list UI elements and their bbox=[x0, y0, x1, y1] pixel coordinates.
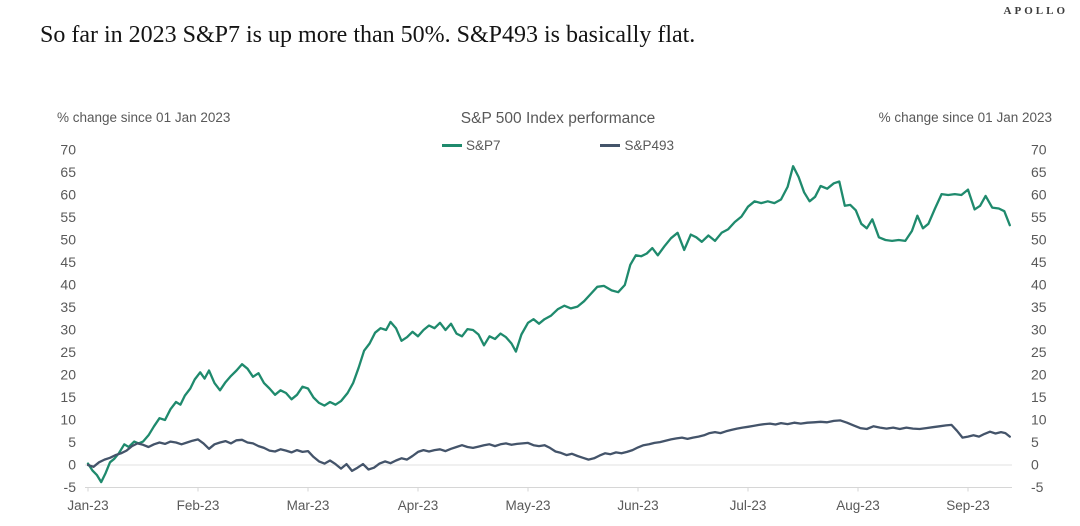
y-axis-tick-label-left: 45 bbox=[60, 254, 76, 270]
chart-headline: So far in 2023 S&P7 is up more than 50%.… bbox=[40, 22, 696, 48]
y-axis-tick-label-right: 35 bbox=[1031, 299, 1047, 315]
y-axis-tick-label-left: 55 bbox=[60, 209, 76, 225]
y-axis-tick-label-left: -5 bbox=[64, 479, 77, 495]
y-axis-tick-label-right: 15 bbox=[1031, 389, 1047, 405]
y-axis-tick-label-left: 5 bbox=[68, 434, 76, 450]
sp7-line-swatch-icon bbox=[441, 144, 462, 147]
y-axis-tick-label-right: 25 bbox=[1031, 344, 1047, 360]
legend-item-sp7[interactable]: S&P7 bbox=[441, 138, 501, 153]
y-axis-tick-label-left: 50 bbox=[60, 232, 76, 248]
y-axis-tick-label-right: 50 bbox=[1031, 232, 1047, 248]
y-axis-tick-label-right: 70 bbox=[1031, 142, 1047, 158]
y-axis-tick-label-left: 40 bbox=[60, 277, 76, 293]
series-line-sp7[interactable] bbox=[86, 165, 1011, 484]
y-axis-tick-label-right: 60 bbox=[1031, 187, 1047, 203]
series-line-sp493[interactable] bbox=[86, 419, 1011, 473]
legend-label-sp7: S&P7 bbox=[465, 138, 501, 153]
y-axis-tick-label-left: 10 bbox=[60, 412, 76, 428]
x-axis-month-label: May-23 bbox=[505, 498, 550, 513]
y-axis-tick-label-right: 45 bbox=[1031, 254, 1047, 270]
y-axis-tick-label-right: 0 bbox=[1031, 457, 1039, 473]
x-axis-month-label: Jan-23 bbox=[67, 498, 108, 513]
y-axis-tick-label-left: 35 bbox=[60, 299, 76, 315]
y-axis-tick-label-right: 65 bbox=[1031, 164, 1047, 180]
y-axis-tick-label-left: 20 bbox=[60, 367, 76, 383]
legend-label-sp493: S&P493 bbox=[624, 138, 675, 153]
y-axis-tick-label-left: 70 bbox=[60, 142, 76, 158]
x-axis-month-label: Jul-23 bbox=[730, 498, 767, 513]
chart-header: S&P 500 Index performance S&P7 S&P493 bbox=[338, 110, 778, 153]
y-axis-tick-label-left: 25 bbox=[60, 344, 76, 360]
y-axis-tick-label-right: 40 bbox=[1031, 277, 1047, 293]
left-axis-unit-label: % change since 01 Jan 2023 bbox=[57, 110, 231, 125]
y-axis-tick-label-left: 0 bbox=[68, 457, 76, 473]
chart-legend: S&P7 S&P493 bbox=[338, 138, 778, 153]
y-axis-tick-label-left: 60 bbox=[60, 187, 76, 203]
legend-item-sp493[interactable]: S&P493 bbox=[600, 138, 674, 153]
y-axis-tick-label-left: 30 bbox=[60, 322, 76, 338]
y-axis-tick-label-right: 55 bbox=[1031, 209, 1047, 225]
y-axis-tick-label-left: 65 bbox=[60, 164, 76, 180]
x-axis-month-label: Feb-23 bbox=[177, 498, 220, 513]
right-axis-unit-label: % change since 01 Jan 2023 bbox=[878, 110, 1052, 125]
y-axis-tick-label-right: 20 bbox=[1031, 367, 1047, 383]
x-axis-month-label: Jun-23 bbox=[617, 498, 658, 513]
x-axis-month-label: Apr-23 bbox=[398, 498, 439, 513]
chart-title: S&P 500 Index performance bbox=[460, 110, 656, 127]
y-axis-tick-label-right: -5 bbox=[1031, 479, 1044, 495]
x-axis-month-label: Aug-23 bbox=[836, 498, 880, 513]
y-axis-tick-label-left: 15 bbox=[60, 389, 76, 405]
sp493-line-swatch-icon bbox=[600, 144, 621, 147]
apollo-logo: APOLLO bbox=[1003, 5, 1068, 17]
y-axis-tick-label-right: 30 bbox=[1031, 322, 1047, 338]
y-axis-tick-label-right: 10 bbox=[1031, 412, 1047, 428]
x-axis-month-label: Mar-23 bbox=[287, 498, 330, 513]
x-axis-month-label: Sep-23 bbox=[946, 498, 990, 513]
y-axis-tick-label-right: 5 bbox=[1031, 434, 1039, 450]
